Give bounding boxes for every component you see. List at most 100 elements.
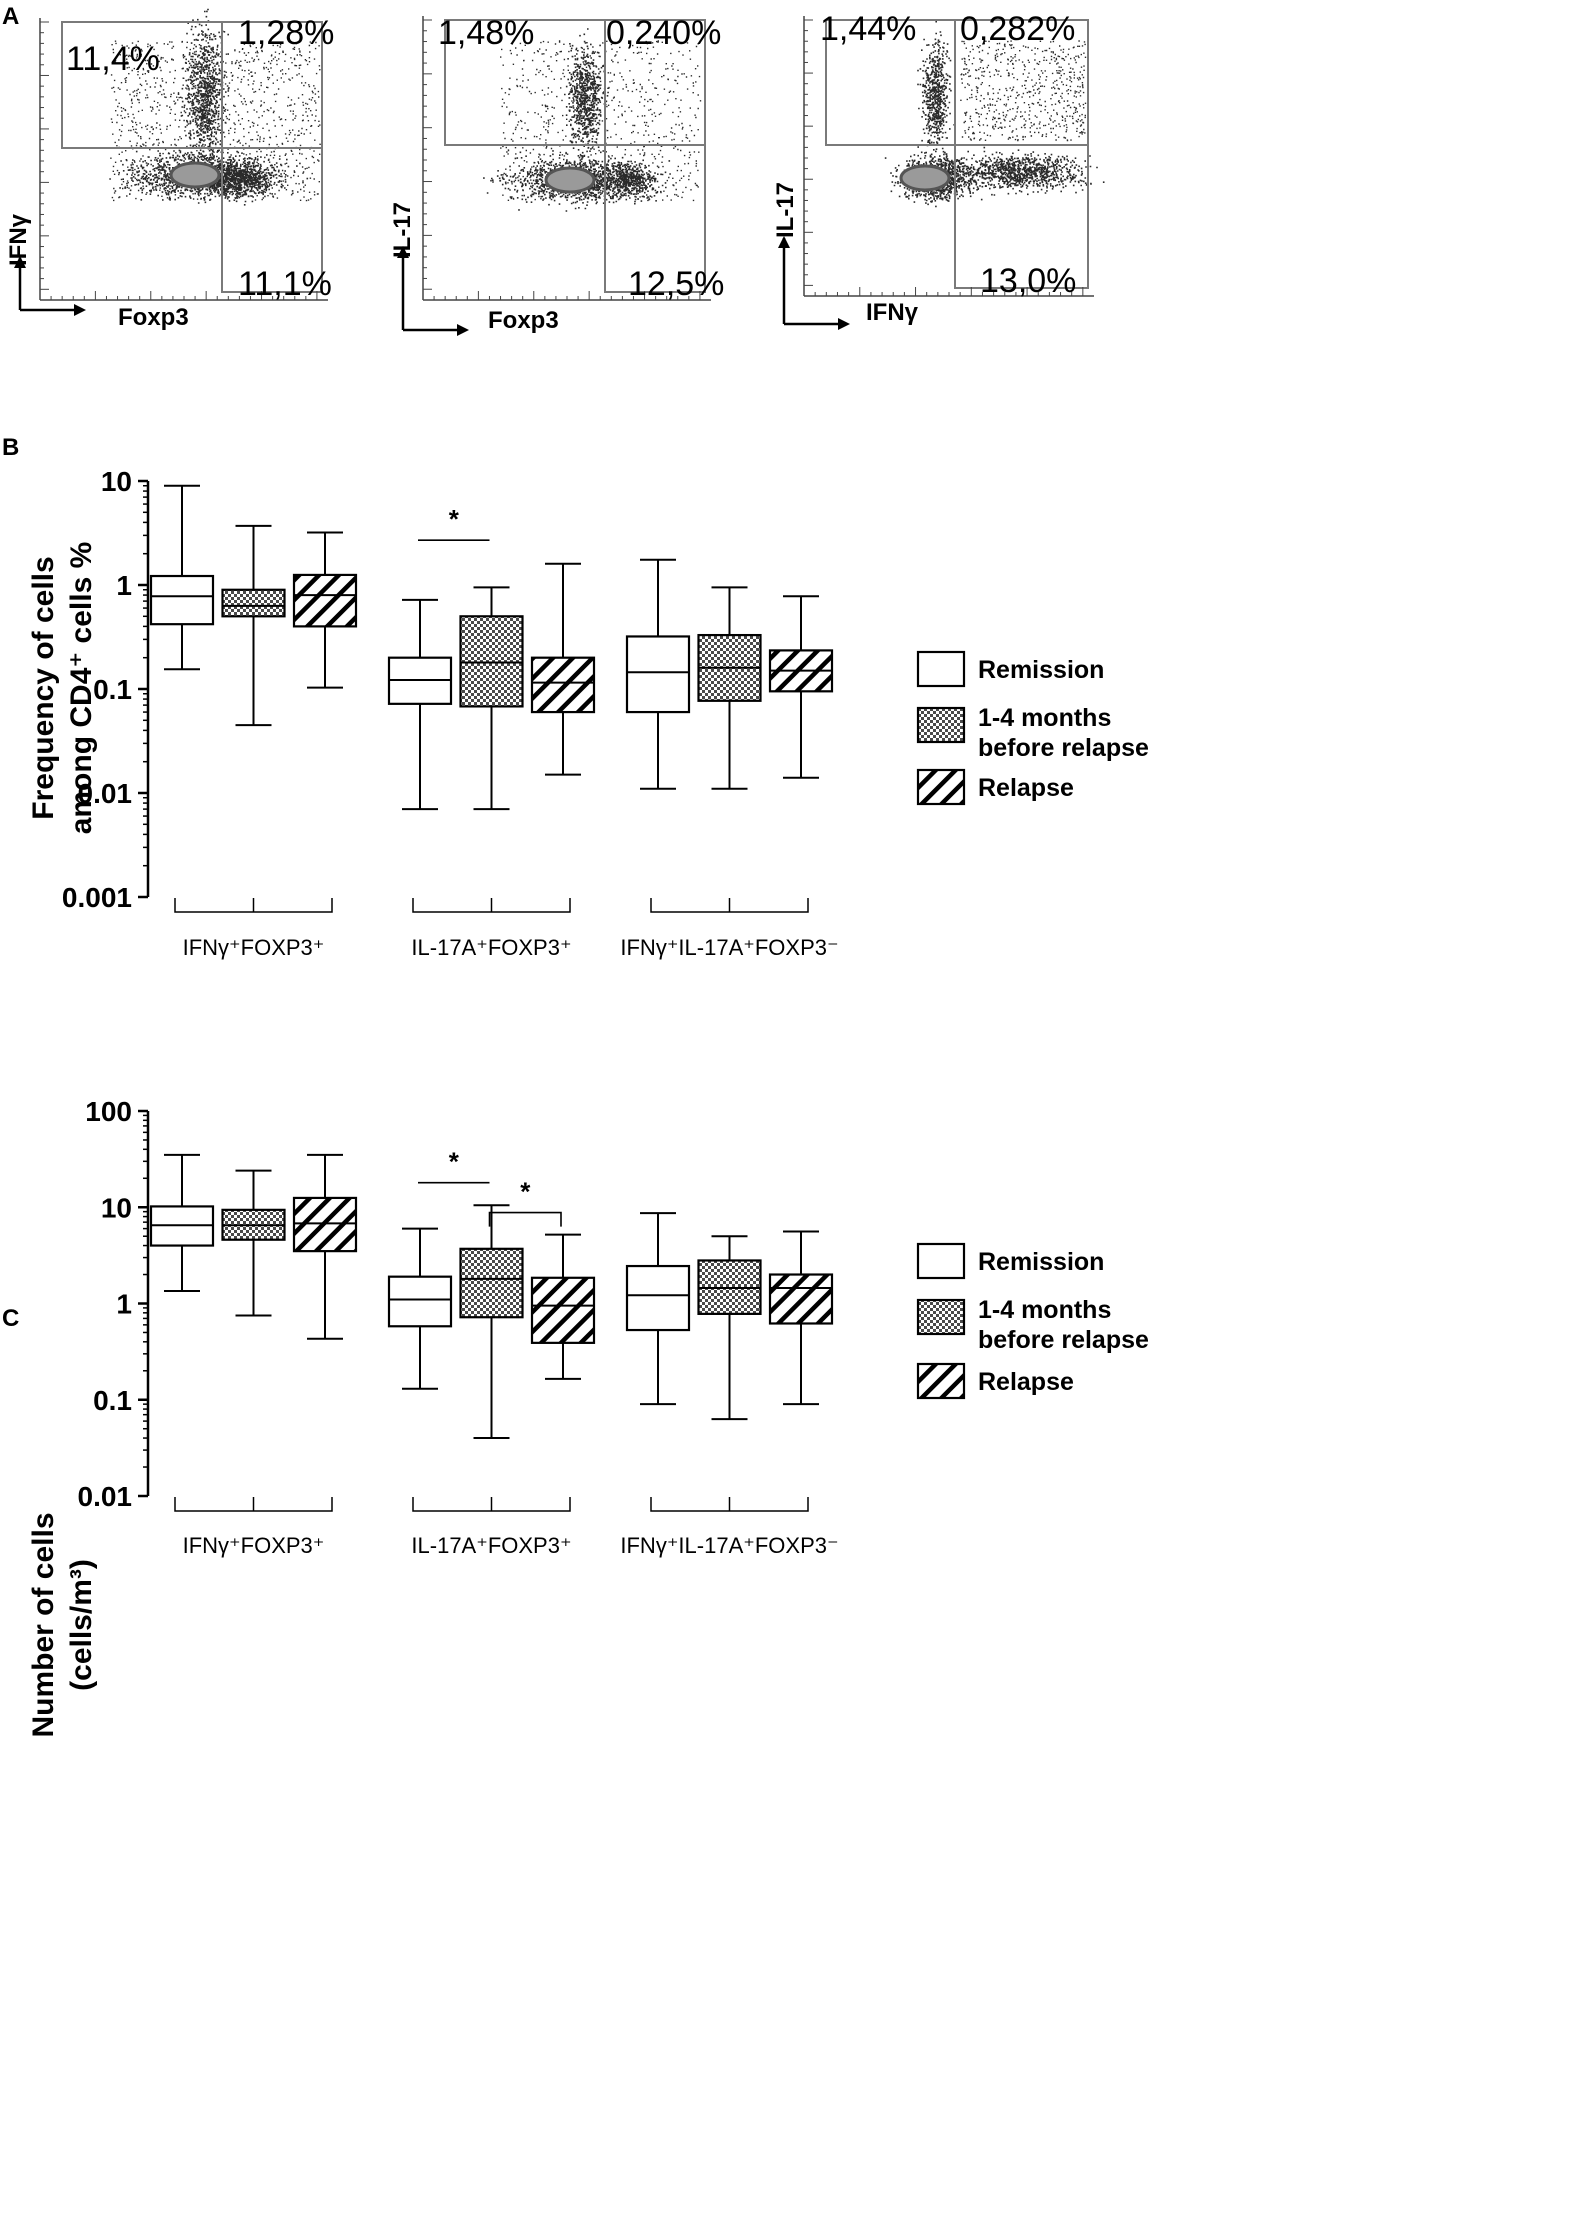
chart-b-group-label: IFNγ⁺FOXP3⁺ <box>183 935 325 960</box>
chart-b-box-remission <box>625 558 691 790</box>
chart-b-group-label: IL-17A⁺FOXP3⁺ <box>411 935 571 960</box>
flow-plot-3-quadrant-gates <box>825 19 1089 289</box>
chart-c-legend-item-remission: Remission <box>916 1242 1104 1280</box>
chart-c-box-relapse <box>530 1233 596 1380</box>
chart-c-legend-item-before: 1-4 months before relapse <box>916 1296 1149 1354</box>
chart-b-y-label-line1: Frequency of cells <box>27 556 60 819</box>
chart-b-box-before <box>221 524 286 727</box>
chart-c-box-relapse <box>292 1153 358 1340</box>
flow-plot-1-events <box>109 8 321 206</box>
chart-b-legend-label: Remission <box>978 656 1104 684</box>
chart-c-box-before <box>221 1169 286 1317</box>
chart-b-legend-item-remission: Remission <box>916 650 1104 688</box>
chart-c-significance-mark: * <box>418 1147 490 1184</box>
chart-b-y-tick-label: 0.001 <box>62 882 132 913</box>
flow-plot-2: IL-17 Foxp3 1,48% 0,240% 12,5% <box>389 14 724 336</box>
flow-plot-1-density-core <box>169 161 221 189</box>
flow-plot-1-axis-arrows <box>14 256 86 316</box>
flow-plot-3-axes <box>803 16 1094 297</box>
chart-c-box-relapse <box>768 1230 834 1406</box>
flow-plot-3-upper-left-pct: 1,44% <box>820 10 916 48</box>
flow-plot-2-events <box>483 28 702 212</box>
chart-b-group-2: IL-17A⁺FOXP3⁺ <box>387 562 596 960</box>
chart-b-legend-swatch <box>916 768 966 806</box>
flow-plot-3-density-core <box>899 164 951 192</box>
chart-c-significance-star: * <box>449 1147 460 1177</box>
flow-plot-3: IL-17 IFNγ 1,44% 0,282% 13,0% <box>772 10 1105 330</box>
flow-plot-2-y-label: IL-17 <box>389 202 416 258</box>
chart-b-y-axis: 10 1 0.1 0.01 0.001 <box>62 466 150 913</box>
chart-b-box-before <box>459 586 524 811</box>
chart-b-box-remission <box>387 598 453 811</box>
chart-b-legend-item-relapse: Relapse <box>916 768 1074 806</box>
chart-b-y-tick-label: 0.01 <box>78 778 133 809</box>
chart-b-legend-item-before: 1-4 months before relapse <box>916 704 1149 762</box>
chart-c-legend-swatch <box>916 1242 966 1280</box>
chart-b-box-relapse <box>530 562 596 776</box>
flow-plot-3-axis-arrows <box>778 236 850 330</box>
chart-c-y-label-line2: (cells/m³) <box>65 1559 98 1691</box>
chart-c-box-before <box>459 1204 524 1440</box>
chart-c-y-tick-label: 1 <box>116 1289 132 1320</box>
flow-plot-1-x-label: Foxp3 <box>118 304 189 331</box>
flow-plot-1-lower-right-pct: 11,1% <box>238 265 332 303</box>
chart-c-legend-label: 1-4 months before relapse <box>978 1296 1149 1354</box>
chart-c-legend-swatch <box>916 1362 966 1400</box>
flow-plot-3-y-label: IL-17 <box>772 182 799 238</box>
chart-b-legend-label: Relapse <box>978 774 1074 802</box>
chart-c-group-3: IFNγ⁺IL-17A⁺FOXP3⁻ <box>620 1212 839 1558</box>
flow-plot-2-event-dots <box>483 28 702 212</box>
chart-c-legend-swatch <box>916 1298 966 1336</box>
flow-plot-1-upper-left-pct: 11,4% <box>66 40 160 78</box>
chart-c-group-2: IL-17A⁺FOXP3⁺ <box>387 1204 596 1558</box>
chart-b-box-relapse <box>768 595 834 779</box>
chart-b-y-tick-label: 1 <box>116 570 132 601</box>
flow-plot-2-x-label: Foxp3 <box>488 307 559 334</box>
chart-b-group-1: IFNγ⁺FOXP3⁺ <box>149 484 358 960</box>
flow-plot-2-gate-upper-right <box>604 19 706 146</box>
flow-plot-2-axes <box>422 16 711 301</box>
chart-c-y-label-line1: Number of cells <box>27 1512 60 1737</box>
chart-c-group-1: IFNγ⁺FOXP3⁺ <box>149 1153 358 1558</box>
chart-c-y-tick-label: 0.01 <box>78 1481 133 1512</box>
panel-c-letter: C <box>2 1305 19 1332</box>
flow-plot-1-quadrant-gates <box>61 21 323 293</box>
chart-b-box-iqr <box>221 588 286 618</box>
flow-plot-2-upper-right-pct: 0,240% <box>606 14 721 52</box>
chart-b-legend-swatch <box>916 706 966 744</box>
chart-c-box-iqr <box>768 1273 834 1325</box>
flow-plot-3-upper-right-pct: 0,282% <box>960 10 1075 48</box>
chart-c-y-tick-label: 10 <box>101 1192 132 1223</box>
chart-b-y-label-line2: among CD4⁺ cells % <box>65 542 98 835</box>
chart-b-box-iqr <box>292 573 358 628</box>
chart-c-significance-bracket <box>488 1211 562 1227</box>
chart-c-box-iqr <box>292 1196 358 1253</box>
chart-b-box-relapse <box>292 531 358 689</box>
chart-c-legend: Remission 1-4 months before relapse Relapse <box>916 1242 1149 1400</box>
chart-c-y-axis: 100 10 1 0.1 0.01 <box>78 1096 150 1512</box>
flow-plot-3-gate-lower-right <box>954 145 1089 289</box>
panel-b-letter: B <box>2 434 19 461</box>
chart-c-box-remission <box>149 1153 215 1292</box>
chart-c-legend-label: Remission <box>978 1248 1104 1276</box>
chart-c: C Number of cells (cells/m³) 100 10 1 0.1 0.… <box>2 1096 1149 1738</box>
chart-c-group-label: IFNγ⁺IL-17A⁺FOXP3⁻ <box>620 1533 838 1558</box>
chart-b-legend: Remission 1-4 months before relapse Relapse <box>916 650 1149 806</box>
chart-c-y-tick-label: 100 <box>85 1096 132 1127</box>
chart-b-y-tick-label: 10 <box>101 466 132 497</box>
flow-plot-1-y-label: IFNγ <box>5 213 32 266</box>
flow-plot-1-upper-right-pct: 1,28% <box>238 14 334 52</box>
flow-plot-3-lower-right-pct: 13,0% <box>980 262 1076 300</box>
chart-b-legend-label: 1-4 months before relapse <box>978 704 1149 762</box>
chart-c-group-label: IFNγ⁺FOXP3⁺ <box>183 1533 325 1558</box>
flow-plot-2-density-core <box>544 166 596 194</box>
flow-plot-3-events <box>884 19 1105 208</box>
chart-c-significance-star: * <box>520 1177 531 1207</box>
flow-plot-1-axes <box>39 18 328 301</box>
chart-b-box-before <box>697 586 762 790</box>
chart-c-legend-item-relapse: Relapse <box>916 1362 1074 1400</box>
chart-b: B Frequency of cells among CD4⁺ cells % … <box>2 434 1149 960</box>
chart-b-group-label: IFNγ⁺IL-17A⁺FOXP3⁻ <box>620 935 838 960</box>
chart-b-box-iqr <box>530 656 596 714</box>
